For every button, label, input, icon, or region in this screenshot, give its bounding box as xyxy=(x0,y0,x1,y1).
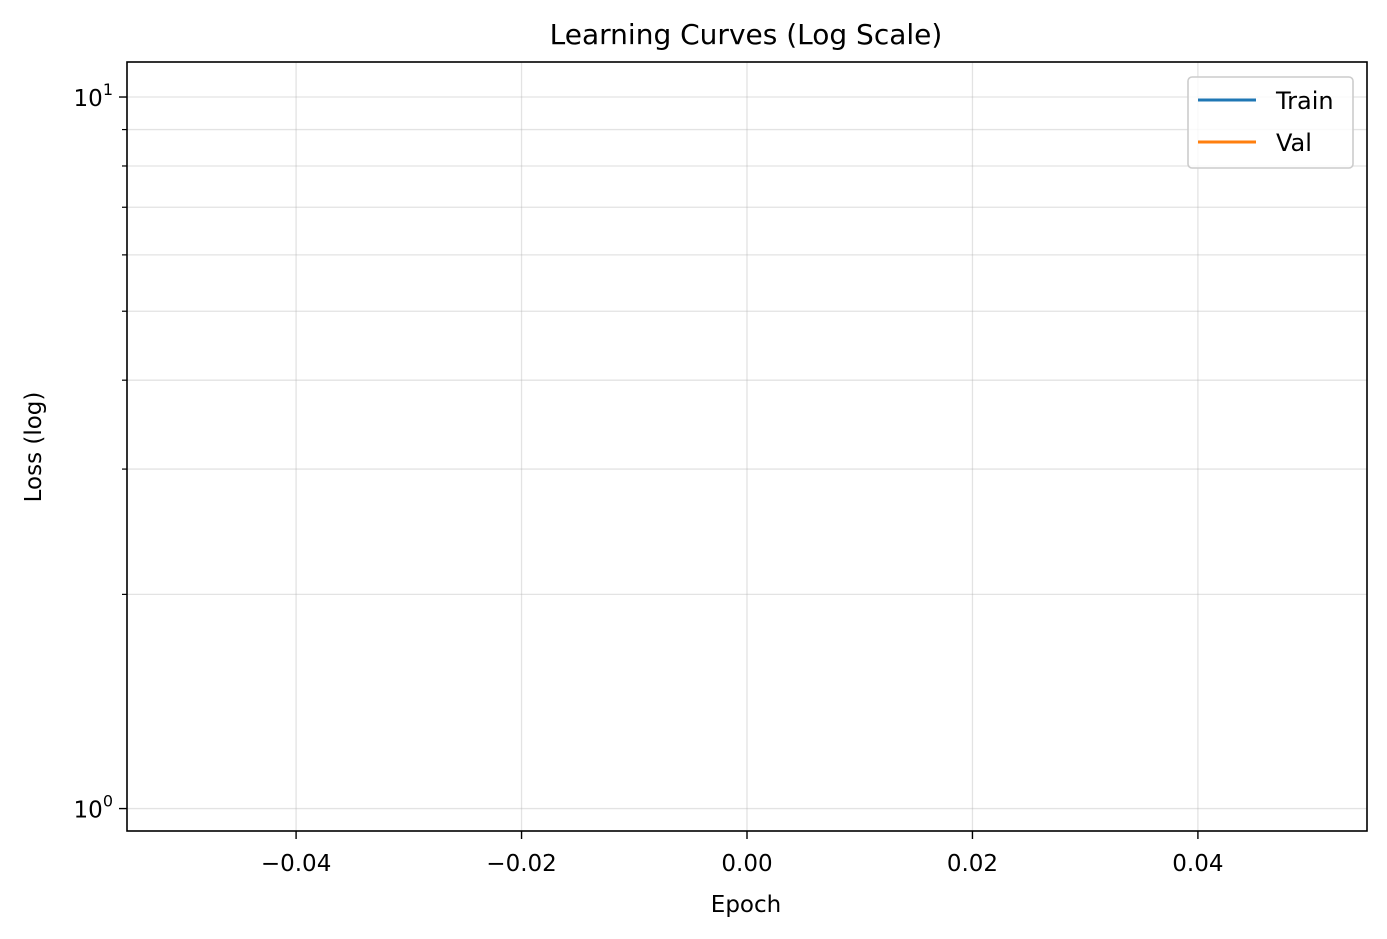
y-axis-label: Loss (log) xyxy=(21,392,47,503)
legend-label: Train xyxy=(1275,87,1334,115)
y-tick-label-exponent: 1 xyxy=(103,80,113,99)
y-tick-label: 101 xyxy=(74,80,113,112)
chart-title: Learning Curves (Log Scale) xyxy=(550,18,943,51)
y-tick-label-exponent: 0 xyxy=(103,792,113,811)
x-tick-label: 0.00 xyxy=(721,851,772,877)
x-axis: −0.04 −0.02 0.00 0.02 0.04 xyxy=(261,831,1224,877)
x-tick-label: 0.04 xyxy=(1172,851,1223,877)
y-tick-label-base: 10 xyxy=(74,798,103,824)
plot-area xyxy=(126,61,1368,832)
legend: Train Val xyxy=(1187,76,1354,169)
legend-label: Val xyxy=(1276,129,1312,157)
x-tick-label: 0.02 xyxy=(947,851,998,877)
y-tick-label: 100 xyxy=(74,792,113,824)
grid-lines xyxy=(127,62,1367,831)
x-tick-label: −0.02 xyxy=(486,851,556,877)
x-tick-label: −0.04 xyxy=(261,851,331,877)
y-tick-label-base: 10 xyxy=(74,86,103,112)
x-axis-label: Epoch xyxy=(711,892,781,918)
plot-background xyxy=(127,62,1367,831)
